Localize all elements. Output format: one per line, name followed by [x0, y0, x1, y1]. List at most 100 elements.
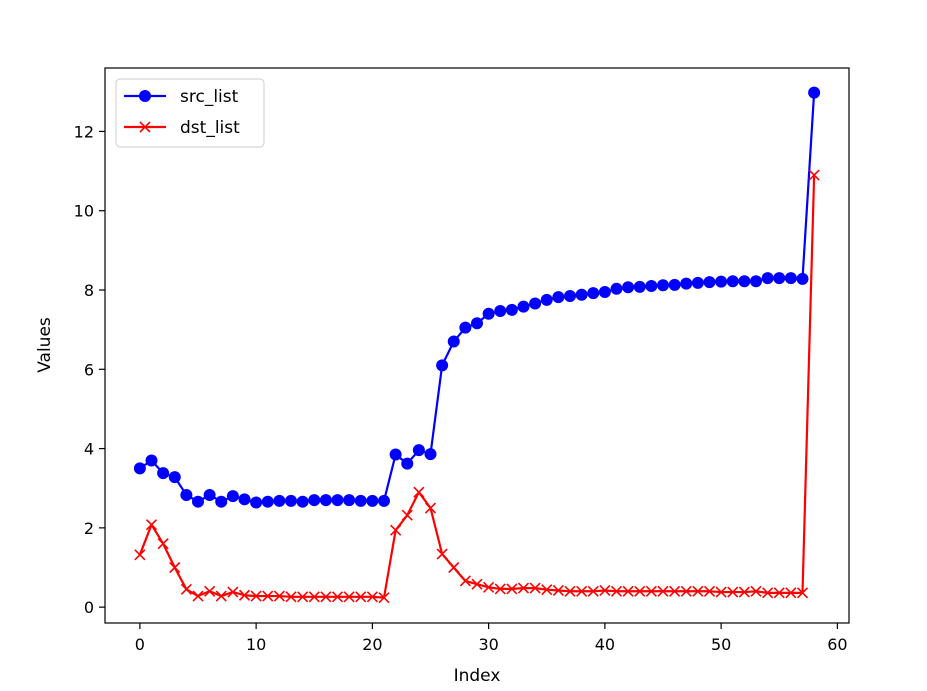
data-point-src_list: [575, 288, 588, 301]
data-point-dst_list: [355, 591, 367, 603]
data-point-dst_list: [634, 585, 646, 597]
data-point-dst_list: [424, 502, 437, 514]
legend: src_list dst_list: [115, 78, 265, 148]
data-point-src_list: [308, 494, 321, 507]
data-point-dst_list: [436, 548, 448, 560]
x-axis: 0 10 20 30 40 50 60: [135, 623, 848, 654]
data-point-dst_list: [703, 585, 716, 597]
data-point-src_list: [610, 282, 623, 295]
x-tick-label: 40: [595, 635, 615, 654]
data-point-dst_list: [401, 509, 413, 521]
plot-area: [133, 86, 821, 604]
data-point-src_list: [808, 86, 821, 99]
data-point-dst_list: [517, 582, 530, 594]
x-tick-label: 10: [246, 635, 266, 654]
data-point-src_list: [296, 495, 309, 508]
data-point-src_list: [552, 291, 565, 304]
data-point-src_list: [587, 287, 600, 300]
data-point-dst_list: [506, 583, 518, 595]
data-point-src_list: [180, 488, 193, 501]
data-point-src_list: [331, 494, 344, 507]
data-point-src_list: [494, 305, 507, 318]
data-point-src_list: [598, 285, 611, 298]
y-tick-label: 8: [84, 281, 94, 300]
data-point-src_list: [564, 289, 576, 302]
data-point-src_list: [750, 275, 762, 288]
data-point-src_list: [168, 471, 181, 484]
data-point-dst_list: [564, 585, 576, 597]
data-point-src_list: [529, 297, 542, 310]
data-point-dst_list: [599, 584, 611, 597]
data-point-dst_list: [204, 585, 216, 597]
data-point-dst_list: [680, 585, 692, 597]
data-point-dst_list: [715, 586, 727, 598]
data-point-src_list: [471, 317, 483, 330]
x-tick-label: 20: [362, 635, 382, 654]
data-point-src_list: [250, 496, 263, 509]
data-point-src_list: [215, 495, 228, 508]
data-point-src_list: [273, 494, 286, 507]
data-point-dst_list: [529, 582, 541, 594]
data-point-src_list: [668, 278, 681, 291]
y-tick-label: 2: [84, 519, 94, 538]
data-point-dst_list: [483, 581, 495, 593]
data-point-src_list: [796, 272, 809, 285]
data-point-dst_list: [494, 583, 506, 595]
data-point-dst_list: [610, 585, 623, 597]
data-point-dst_list: [215, 590, 227, 602]
data-point-src_list: [761, 272, 774, 285]
data-point-dst_list: [308, 591, 320, 603]
data-point-src_list: [726, 275, 739, 288]
data-point-dst_list: [471, 578, 483, 590]
data-point-dst_list: [343, 591, 355, 603]
data-point-src_list: [459, 321, 472, 334]
data-point-dst_list: [285, 591, 297, 603]
data-point-src_list: [633, 280, 646, 293]
data-point-src_list: [622, 281, 635, 294]
data-point-dst_list: [192, 590, 204, 602]
y-tick-label: 6: [84, 360, 94, 379]
data-point-dst_list: [413, 486, 425, 498]
data-point-dst_list: [250, 590, 262, 602]
data-point-dst_list: [750, 585, 762, 597]
data-point-src_list: [505, 303, 518, 316]
x-axis-label: Index: [454, 666, 501, 686]
data-point-src_list: [157, 467, 170, 480]
data-point-src_list: [424, 448, 437, 461]
data-point-src_list: [738, 275, 751, 288]
data-point-dst_list: [738, 586, 750, 598]
data-point-src_list: [540, 293, 553, 306]
data-point-src_list: [343, 494, 356, 507]
data-point-src_list: [226, 490, 239, 503]
data-point-src_list: [238, 493, 251, 506]
data-point-src_list: [691, 276, 704, 289]
data-point-src_list: [319, 494, 332, 507]
legend-item-dst_list: dst_list: [124, 118, 240, 138]
data-point-src_list: [285, 494, 297, 507]
data-point-dst_list: [134, 549, 146, 561]
data-point-dst_list: [762, 587, 774, 599]
data-point-dst_list: [692, 585, 704, 597]
data-point-dst_list: [657, 585, 669, 597]
data-point-dst_list: [145, 519, 158, 531]
data-point-src_list: [715, 275, 728, 288]
x-tick-label: 60: [827, 635, 847, 654]
data-point-src_list: [203, 488, 216, 501]
data-point-dst_list: [622, 585, 634, 597]
data-point-dst_list: [227, 586, 239, 598]
data-point-dst_list: [238, 589, 251, 601]
data-point-dst_list: [459, 575, 471, 587]
data-point-dst_list: [273, 590, 285, 602]
data-point-src_list: [354, 494, 367, 507]
y-axis: 0 2 4 6 8 10 12: [74, 122, 105, 617]
data-point-dst_list: [669, 585, 681, 597]
data-point-dst_list: [262, 590, 274, 602]
y-tick-label: 12: [74, 122, 94, 141]
x-tick-label: 0: [135, 635, 145, 654]
data-point-dst_list: [320, 591, 332, 603]
data-point-dst_list: [587, 585, 599, 597]
legend-label: dst_list: [180, 118, 240, 138]
data-point-dst_list: [169, 561, 181, 574]
data-point-src_list: [657, 279, 669, 292]
